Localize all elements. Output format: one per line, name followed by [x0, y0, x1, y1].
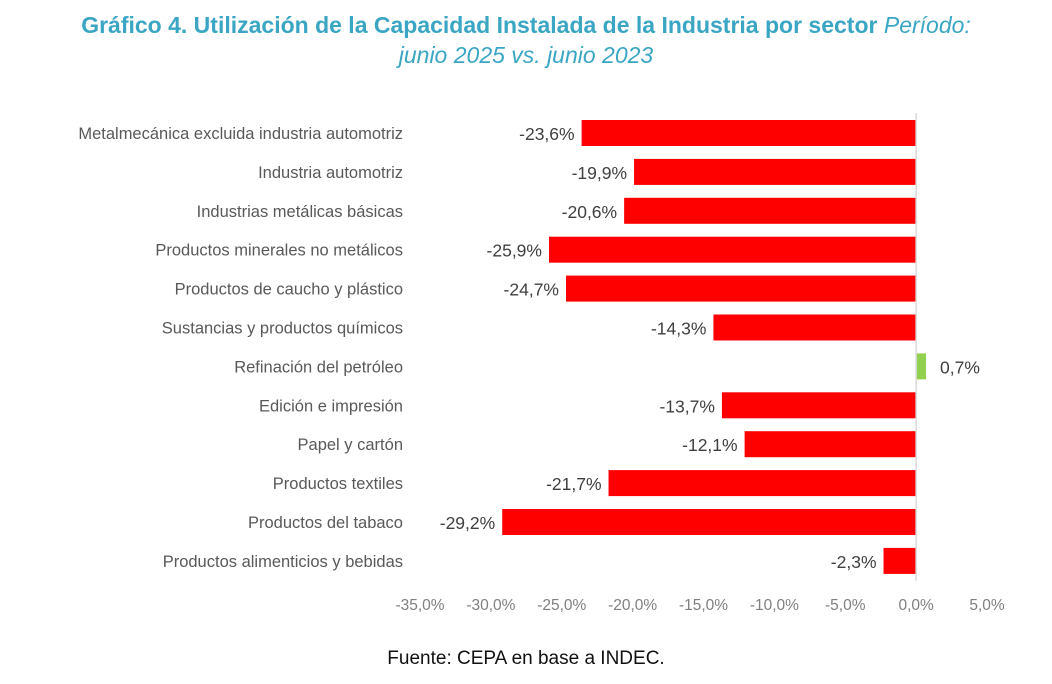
chart-title-main: Gráfico 4. Utilización de la Capacidad I… — [81, 12, 878, 38]
chart-title: Gráfico 4. Utilización de la Capacidad I… — [0, 10, 1052, 70]
data-label: -13,7% — [659, 396, 714, 416]
bar-4 — [566, 275, 917, 302]
chart-subtitle: junio 2025 vs. junio 2023 — [398, 42, 654, 68]
data-label: -2,3% — [831, 552, 877, 572]
bar-5 — [713, 314, 917, 341]
data-label: -29,2% — [440, 513, 495, 533]
data-label: -25,9% — [487, 241, 542, 261]
x-tick-label: -25,0% — [537, 597, 586, 614]
chart-subtitle-prefix: Período: — [883, 12, 971, 38]
category-label: Productos textiles — [273, 475, 403, 493]
category-label: Productos de caucho y plástico — [175, 281, 403, 299]
category-label: Productos alimenticios y bebidas — [163, 553, 403, 571]
category-label: Sustancias y productos químicos — [162, 320, 403, 338]
x-tick-label: 0,0% — [898, 597, 934, 614]
bar-1 — [634, 158, 917, 185]
category-label: Metalmecánica excluida industria automot… — [78, 125, 403, 143]
data-label: -23,6% — [519, 124, 574, 144]
x-tick-label: 5,0% — [969, 597, 1005, 614]
bar-3 — [548, 236, 917, 263]
source-note: Fuente: CEPA en base a INDEC. — [387, 648, 665, 669]
bar-6 — [916, 353, 927, 380]
x-tick-label: -35,0% — [395, 597, 444, 614]
bar-9 — [608, 470, 917, 497]
data-label: -24,7% — [504, 280, 559, 300]
bar-2 — [624, 197, 917, 224]
category-label: Refinación del petróleo — [234, 358, 403, 376]
bar-7 — [721, 392, 917, 419]
bar-10 — [502, 509, 917, 535]
x-tick-label: -10,0% — [750, 597, 799, 614]
data-label: -20,6% — [562, 202, 617, 222]
category-label: Industrias metálicas básicas — [197, 203, 403, 221]
bar-8 — [744, 431, 917, 458]
category-label: Papel y cartón — [298, 436, 403, 454]
data-label: -14,3% — [651, 319, 706, 339]
x-tick-label: -5,0% — [825, 597, 866, 614]
category-label: Edición e impresión — [259, 397, 403, 415]
bar-0 — [581, 120, 917, 146]
bar-11 — [883, 547, 917, 574]
x-tick-label: -20,0% — [608, 597, 657, 614]
category-label: Industria automotriz — [258, 164, 403, 182]
category-label: Productos minerales no metálicos — [155, 242, 403, 260]
category-label: Productos del tabaco — [248, 514, 403, 532]
data-label: -19,9% — [572, 163, 627, 183]
x-tick-label: -30,0% — [466, 597, 515, 614]
data-label: 0,7% — [940, 357, 980, 377]
x-tick-label: -15,0% — [679, 597, 728, 614]
data-label: -21,7% — [546, 474, 601, 494]
data-label: -12,1% — [682, 435, 737, 455]
